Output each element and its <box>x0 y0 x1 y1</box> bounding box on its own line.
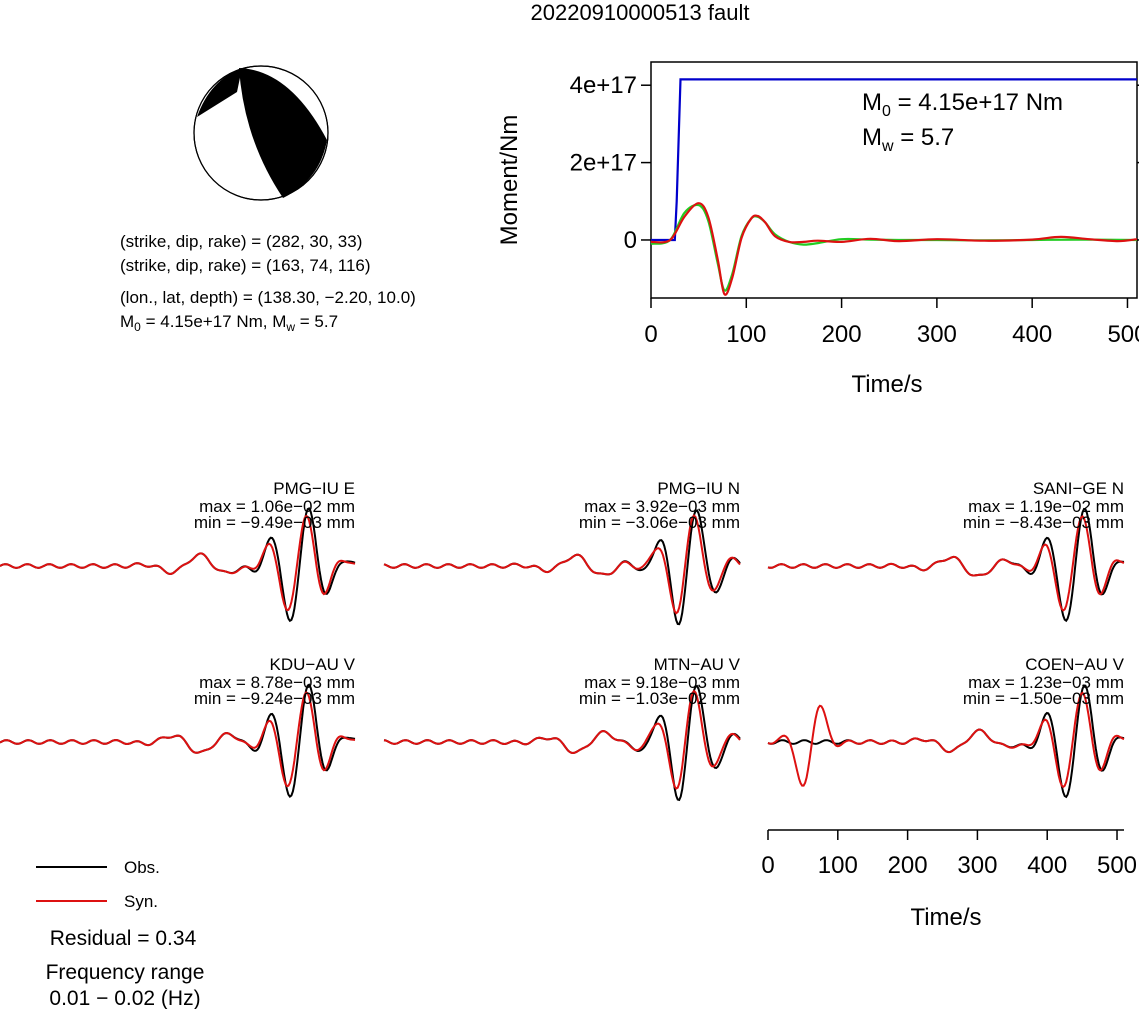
moment-xtick-label: 200 <box>822 321 862 348</box>
moment-xtick-label: 300 <box>917 321 957 348</box>
legend: Obs. Syn. <box>36 858 160 911</box>
station-min: min = −8.43e−03 mm <box>963 513 1124 532</box>
waveform-xtick-label: 0 <box>761 852 774 879</box>
waveform-syn-trace <box>0 514 356 612</box>
station-max: max = 9.18e−03 mm <box>584 673 740 692</box>
moment-xtick-label: 400 <box>1012 321 1052 348</box>
moment-series-0 <box>651 78 1137 242</box>
beachball-icon <box>193 65 329 201</box>
moment-plot-frame <box>650 61 1138 299</box>
station-min: min = −1.03e−02 mm <box>579 689 740 708</box>
waveform-xlabel: Time/s <box>910 904 981 931</box>
mech-line-1: (strike, dip, rake) = (282, 30, 33) <box>120 232 362 251</box>
station-name: KDU−AU V <box>270 655 356 674</box>
legend-syn-label: Syn. <box>124 892 158 911</box>
moment-annotation-m0: M0 = 4.15e+17 Nm <box>862 89 1063 120</box>
mechanism-info: (strike, dip, rake) = (282, 30, 33) (str… <box>120 232 416 334</box>
station-name: MTN−AU V <box>654 655 741 674</box>
moment-plot: 0 2e+17 4e+17 0 100 200 300 400 500 Moment/Nm T… <box>496 61 1139 398</box>
waveform-syn-trace <box>0 691 356 788</box>
moment-ytick-label: 2e+17 <box>570 150 637 177</box>
station-max: max = 3.92e−03 mm <box>584 497 740 516</box>
mech-line-4: M0 = 4.15e+17 Nm, Mw = 5.7 <box>120 312 338 334</box>
moment-series-2 <box>650 202 1138 296</box>
waveform-xtick-label: 300 <box>957 852 997 879</box>
station-name: PMG−IU N <box>657 479 740 498</box>
figure-title: 20220910000513 fault <box>531 0 750 25</box>
station-name: COEN−AU V <box>1025 655 1124 674</box>
waveform-syn-trace <box>383 514 741 615</box>
moment-xlabel: Time/s <box>851 371 922 398</box>
waveform-time-axis: 0 100 200 300 400 500 Time/s <box>761 829 1137 931</box>
moment-ytick-label: 4e+17 <box>570 72 637 99</box>
moment-ytick-label: 0 <box>624 227 637 254</box>
station-max: max = 1.23e−03 mm <box>968 673 1124 692</box>
residual-text: Residual = 0.34 <box>50 927 197 950</box>
waveform-xtick-label: 100 <box>818 852 858 879</box>
waveform-xtick-label: 200 <box>888 852 928 879</box>
moment-xtick-label: 0 <box>644 321 657 348</box>
mech-line-2: (strike, dip, rake) = (163, 74, 116) <box>120 256 371 275</box>
station-max: max = 1.19e−02 mm <box>968 497 1124 516</box>
station-max: max = 8.78e−03 mm <box>199 673 355 692</box>
frequency-range-label: Frequency range <box>46 961 205 984</box>
station-name: SANI−GE N <box>1033 479 1124 498</box>
waveform-syn-trace <box>767 691 1125 789</box>
waveform-xtick-label: 400 <box>1027 852 1067 879</box>
moment-series-1 <box>650 203 1138 292</box>
station-min: min = −3.06e−03 mm <box>579 513 740 532</box>
moment-xtick-label: 100 <box>726 321 766 348</box>
mech-line-3: (lon., lat, depth) = (138.30, −2.20, 10.… <box>120 288 416 307</box>
frequency-range-value: 0.01 − 0.02 (Hz) <box>49 987 200 1009</box>
station-max: max = 1.06e−02 mm <box>199 497 355 516</box>
waveform-syn-trace <box>767 515 1125 612</box>
waveform-syn-trace <box>383 689 741 790</box>
station-name: PMG−IU E <box>273 479 355 498</box>
station-min: min = −9.24e−03 mm <box>194 689 355 708</box>
moment-annotation-mw: Mw = 5.7 <box>862 124 954 155</box>
station-min: min = −1.50e−03 mm <box>963 689 1124 708</box>
station-min: min = −9.49e−03 mm <box>194 513 355 532</box>
legend-obs-label: Obs. <box>124 858 160 877</box>
waveform-xtick-label: 500 <box>1097 852 1137 879</box>
moment-ylabel: Moment/Nm <box>496 115 523 246</box>
moment-xtick-label: 500 <box>1107 321 1139 348</box>
